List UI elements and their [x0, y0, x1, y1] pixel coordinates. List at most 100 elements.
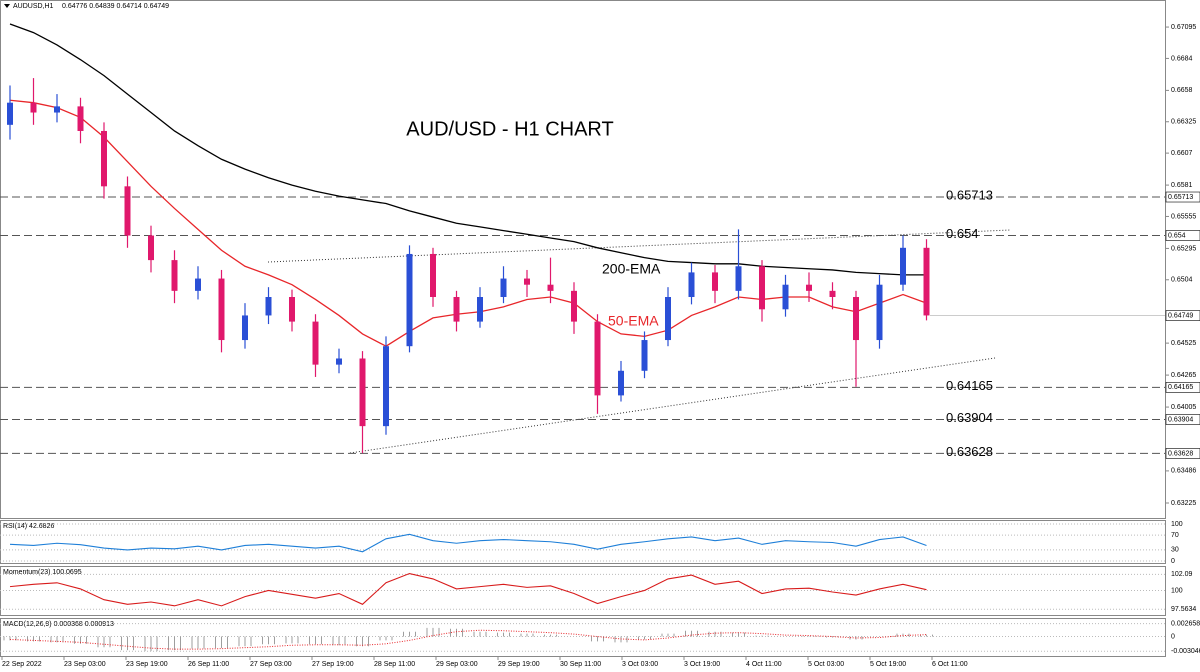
candle-body — [430, 253, 436, 298]
level-label: 0.63628 — [946, 444, 993, 459]
candle-body — [195, 278, 201, 291]
indicator-tick-label: 102.09 — [1171, 571, 1193, 578]
candle-body — [171, 260, 178, 291]
x-tick-label: 3 Oct 03:00 — [622, 661, 658, 668]
indicator-tick-label: 70 — [1171, 532, 1179, 539]
momentum-label: Momentum(23) 100.0695 — [3, 569, 82, 576]
ohlc-readout: 0.64776 0.64839 0.64714 0.64749 — [62, 3, 169, 10]
indicator-tick-label: 30 — [1171, 547, 1179, 554]
level-axis-label: 0.63904 — [1168, 416, 1193, 423]
indicator-tick-label: 0 — [1171, 633, 1175, 640]
momentum-panel — [0, 566, 1166, 616]
y-tick-label: 0.64265 — [1171, 372, 1196, 379]
level-tag — [1165, 230, 1200, 241]
level-axis-label: 0.654 — [1168, 232, 1186, 239]
level-label: 0.65713 — [946, 187, 993, 202]
candle-body — [406, 253, 413, 347]
x-tick-label: 27 Sep 03:00 — [250, 661, 292, 668]
momentum-line — [9, 572, 927, 607]
candle-body — [383, 346, 389, 427]
indicator-tick-label: 100 — [1171, 521, 1183, 528]
candle-body — [289, 297, 295, 322]
macd-panel — [0, 618, 1166, 657]
macd-signal — [9, 629, 927, 650]
candle-body — [806, 284, 812, 291]
ema-line — [9, 99, 927, 347]
candle-body — [594, 321, 601, 396]
candle-body — [54, 106, 60, 113]
candle-body — [618, 370, 624, 396]
candle-body — [735, 266, 742, 291]
rsi-label: RSI(14) 42.6826 — [3, 523, 54, 530]
x-tick-label: 30 Sep 11:00 — [560, 661, 601, 668]
level-label: 0.64165 — [946, 378, 993, 393]
candle-body — [218, 278, 225, 341]
candle-body — [665, 297, 671, 341]
y-tick-label: 0.65555 — [1171, 213, 1196, 220]
indicator-tick-label: 100 — [1171, 587, 1183, 594]
symbol: AUDUSD,H1 — [13, 3, 54, 10]
candle-body — [782, 284, 789, 310]
level-axis-label: 0.64165 — [1168, 384, 1193, 391]
level-axis-label: 0.63628 — [1168, 450, 1193, 457]
level-axis-label: 0.65713 — [1168, 194, 1193, 201]
y-tick-label: 0.63225 — [1171, 500, 1196, 507]
y-tick-label: 0.67095 — [1171, 24, 1196, 31]
candle-body — [477, 297, 483, 322]
x-tick-label: 28 Sep 11:00 — [374, 661, 415, 668]
indicator-tick-label: -0.003046 — [1171, 648, 1200, 655]
candle-body — [7, 102, 13, 125]
candle-body — [829, 290, 836, 298]
macd-label: MACD(12,26,9) 0.000368 0.000913 — [3, 621, 114, 628]
candle-body — [900, 247, 906, 285]
support-trendline — [349, 357, 996, 454]
candle-body — [547, 284, 554, 291]
level-tag — [1165, 382, 1200, 393]
y-tick-label: 0.6684 — [1171, 55, 1193, 62]
candle-body — [453, 297, 460, 322]
resistance-trendline — [267, 229, 1011, 263]
level-tag — [1165, 448, 1200, 459]
level-tag — [1165, 414, 1200, 425]
ema-line — [9, 23, 927, 276]
y-tick-label: 0.6658 — [1171, 87, 1193, 94]
x-tick-label: 5 Oct 19:00 — [870, 661, 906, 668]
x-tick-label: 29 Sep 19:00 — [498, 661, 540, 668]
level-tag — [1165, 191, 1200, 203]
collapse-icon[interactable] — [4, 4, 10, 8]
x-tick-label: 6 Oct 11:00 — [932, 661, 968, 668]
candle-body — [124, 186, 131, 236]
x-tick-label: 29 Sep 03:00 — [436, 661, 478, 668]
x-tick-label: 23 Sep 03:00 — [64, 661, 106, 668]
candle-body — [312, 321, 319, 365]
candle-body — [688, 272, 695, 298]
chart-title: AUD/USD - H1 CHART — [406, 118, 613, 140]
x-tick-label: 27 Sep 19:00 — [312, 661, 354, 668]
candle-body — [500, 278, 507, 298]
x-tick-label: 3 Oct 19:00 — [684, 661, 720, 668]
candle-body — [359, 358, 366, 427]
candle-body — [524, 278, 530, 285]
y-tick-label: 0.65295 — [1171, 245, 1196, 252]
candle-body — [242, 315, 248, 341]
rsi-panel — [0, 520, 1166, 564]
y-tick-label: 0.6581 — [1171, 182, 1193, 189]
candle-body — [923, 247, 930, 316]
x-tick-label: 23 Sep 19:00 — [126, 661, 168, 668]
y-tick-label: 0.64005 — [1171, 404, 1196, 411]
indicator-tick-label: 0.002658 — [1171, 621, 1200, 628]
y-tick-label: 0.6607 — [1171, 150, 1193, 157]
ema200-label: 200-EMA — [602, 261, 661, 277]
level-label: 0.63904 — [946, 410, 993, 425]
y-tick-label: 0.6504 — [1171, 277, 1193, 284]
candle-body — [876, 284, 883, 341]
rsi-line — [9, 533, 927, 553]
y-tick-label: 0.63486 — [1171, 468, 1196, 475]
indicator-tick-label: 97.5634 — [1171, 606, 1196, 613]
last-price-tag — [1165, 310, 1200, 321]
candle-body — [77, 106, 84, 131]
last-price-label: 0.64749 — [1168, 312, 1193, 319]
y-tick-label: 0.64525 — [1171, 340, 1196, 347]
x-tick-label: 4 Oct 11:00 — [746, 661, 782, 668]
